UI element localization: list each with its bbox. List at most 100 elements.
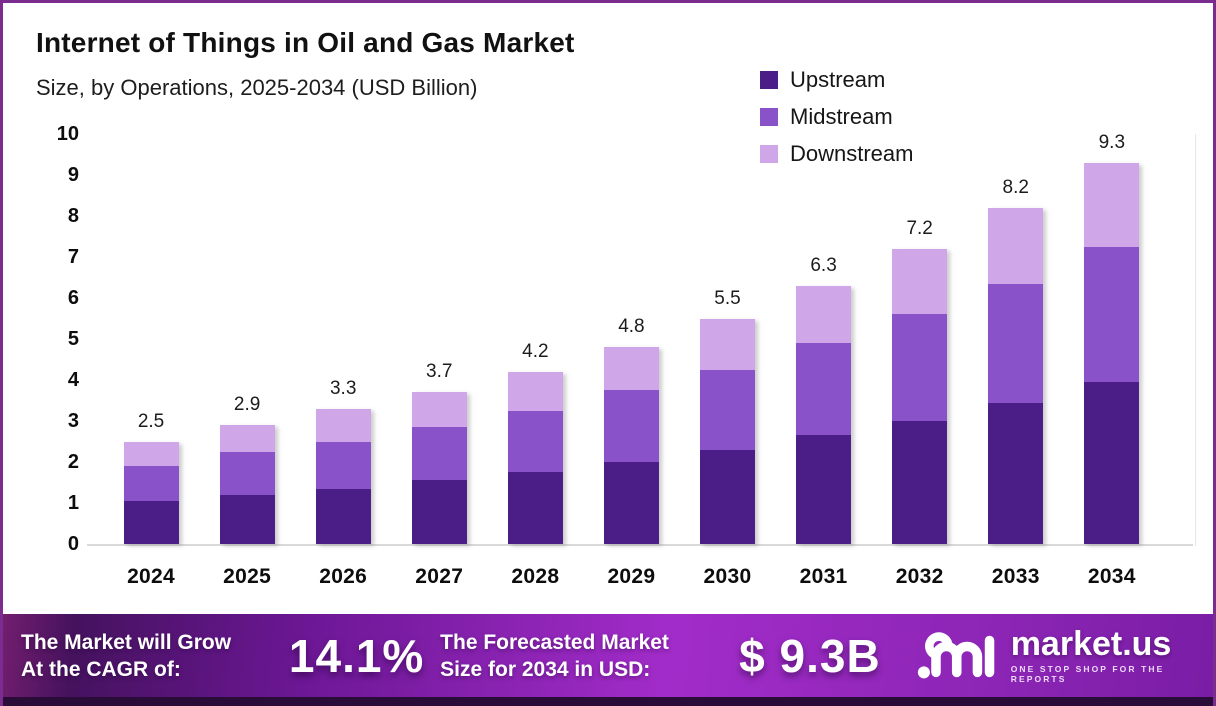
bar-total-label: 5.5 <box>714 287 741 309</box>
bar-group: 8.2 <box>968 134 1064 544</box>
legend-item-upstream: Upstream <box>760 67 913 93</box>
footer-banner: The Market will Grow At the CAGR of: 14.… <box>3 614 1213 697</box>
forecast-label-line1: The Forecasted Market <box>440 630 669 654</box>
bar-segment-midstream <box>507 410 563 473</box>
bar-group: 5.5 <box>680 134 776 544</box>
bar-stack <box>603 347 659 544</box>
bar-segment-midstream <box>603 390 659 462</box>
y-tick-label: 9 <box>67 164 79 186</box>
bar-total-label: 9.3 <box>1098 131 1126 153</box>
bar-total-label: 2.5 <box>137 410 165 432</box>
y-tick-label: 0 <box>67 533 79 555</box>
y-tick-label: 2 <box>67 451 79 473</box>
bar-stack <box>507 371 563 544</box>
x-tick-label: 2031 <box>799 565 848 588</box>
bar-total-label: 4.8 <box>618 316 645 338</box>
y-tick-label: 1 <box>67 492 79 514</box>
bar-segment-downstream <box>123 441 179 467</box>
bar-segment-upstream <box>700 449 755 544</box>
bar-segment-upstream <box>411 480 467 544</box>
bar-stack <box>1084 162 1140 544</box>
bar-segment-downstream <box>219 425 275 452</box>
bar-segment-downstream <box>1084 162 1140 247</box>
bar-stack <box>988 207 1044 544</box>
bar-stack <box>796 285 852 544</box>
bar-stack <box>700 318 755 544</box>
bar-segment-upstream <box>315 488 371 544</box>
page-subtitle: Size, by Operations, 2025-2034 (USD Bill… <box>36 75 478 100</box>
x-axis-line <box>87 544 1193 546</box>
bar-group: 7.2 <box>872 134 968 544</box>
bar-segment-downstream <box>315 408 371 442</box>
bar-segment-upstream <box>219 494 275 544</box>
x-tick-label: 2029 <box>607 565 656 588</box>
legend-label: Upstream <box>790 67 886 92</box>
page-title: Internet of Things in Oil and Gas Market <box>36 27 575 58</box>
y-axis: 0 1 2 3 4 5 6 7 8 9 10 <box>33 3 79 603</box>
legend-swatch-icon <box>760 71 778 89</box>
bar-segment-midstream <box>892 314 948 421</box>
bar-segment-downstream <box>892 248 948 315</box>
bar-segment-midstream <box>700 369 755 450</box>
legend-label: Midstream <box>790 104 893 129</box>
forecast-label-line2: Size for 2034 in USD: <box>440 657 651 681</box>
market-us-logo: market.us ONE STOP SHOP FOR THE REPORTS <box>917 627 1213 685</box>
bar-segment-upstream <box>892 421 948 544</box>
bar-group: 4.2 <box>487 134 583 544</box>
y-tick-label: 6 <box>67 287 79 309</box>
y-tick-label: 4 <box>67 369 79 391</box>
bar-segment-midstream <box>988 283 1044 403</box>
legend-item-midstream: Midstream <box>760 104 913 130</box>
y-tick-label: 5 <box>67 328 79 350</box>
bar-group: 4.8 <box>583 134 679 544</box>
forecast-value: $ 9.3B <box>739 629 881 682</box>
bar-group: 2.9 <box>199 134 295 544</box>
bar-chart-plot: 2.5 2.9 3.3 3.7 4.2 4.8 5.5 6.3 7.2 8.2 9.3 <box>103 131 1160 544</box>
bar-segment-downstream <box>796 285 852 344</box>
market-us-logo-icon <box>918 631 995 678</box>
bar-total-label: 2.9 <box>233 394 261 416</box>
bar-stack <box>315 408 371 544</box>
legend-swatch-icon <box>760 108 778 126</box>
x-tick-label: 2032 <box>895 565 944 588</box>
y-tick-label: 3 <box>67 410 79 432</box>
bar-segment-upstream <box>123 500 179 544</box>
bar-stack <box>219 425 275 544</box>
bar-segment-upstream <box>988 402 1044 544</box>
x-tick-label: 2027 <box>415 565 464 588</box>
bar-segment-midstream <box>123 466 179 501</box>
x-tick-label: 2034 <box>1087 565 1136 588</box>
x-tick-label: 2033 <box>991 565 1040 588</box>
x-tick-label: 2026 <box>319 565 368 588</box>
x-axis-labels: 2024 2025 2026 2027 2028 2029 2030 2031 2032 2033… <box>103 565 1160 589</box>
cagr-value: 14.1% <box>288 629 425 682</box>
bar-group: 3.3 <box>295 134 391 544</box>
bar-segment-midstream <box>796 343 852 436</box>
bar-group: 9.3 <box>1064 131 1160 544</box>
y-tick-label: 10 <box>56 123 79 145</box>
y-tick-label: 8 <box>67 205 79 227</box>
bar-total-label: 6.3 <box>810 254 837 276</box>
x-tick-label: 2024 <box>127 565 175 588</box>
y-tick-label: 7 <box>67 246 79 268</box>
x-tick-label: 2028 <box>511 565 560 588</box>
bottom-strip <box>3 697 1213 706</box>
bar-stack <box>411 392 467 544</box>
brand-name: market.us <box>1010 625 1172 663</box>
bar-stack <box>123 441 179 544</box>
brand-text: market.us ONE STOP SHOP FOR THE REPORTS <box>1011 627 1213 684</box>
bar-total-label: 3.7 <box>426 361 453 383</box>
bar-stack <box>892 248 948 544</box>
x-tick-label: 2030 <box>703 565 752 588</box>
bar-group: 3.7 <box>391 134 487 544</box>
bar-segment-upstream <box>507 472 563 544</box>
bar-segment-midstream <box>315 441 371 489</box>
chart-legend: Upstream Midstream Downstream <box>760 67 913 167</box>
legend-item-downstream: Downstream <box>760 141 913 167</box>
bar-total-label: 7.2 <box>906 217 933 239</box>
bar-segment-upstream <box>1084 382 1140 544</box>
cagr-label: The Market will Grow At the CAGR of: <box>21 629 275 683</box>
bar-segment-midstream <box>219 451 275 495</box>
legend-swatch-icon <box>760 145 778 163</box>
